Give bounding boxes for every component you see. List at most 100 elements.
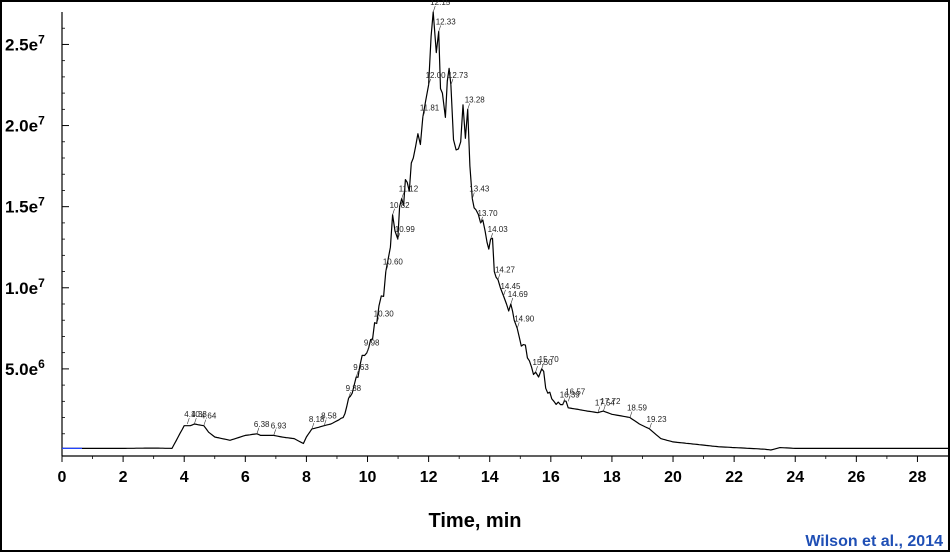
- peak-leader: [562, 398, 566, 405]
- peak-annotations: 4.104.334.64 6.38 6.93 8.188.58 9.38 9.63 9.98…: [184, 0, 668, 436]
- peak-leader: [401, 192, 405, 199]
- x-tick-label: 4: [180, 469, 189, 486]
- x-axis-label: Time, min: [429, 510, 522, 532]
- x-tick-label: 8: [302, 469, 311, 486]
- peak-label: 17.72: [600, 397, 621, 406]
- peak-label: 10.99: [395, 225, 416, 234]
- peak-label: 15.70: [539, 355, 560, 364]
- peak-label: 10.60: [383, 258, 404, 267]
- x-tick-label: 16: [542, 469, 560, 486]
- peak-leader: [603, 404, 606, 412]
- peak-label: 9.63: [353, 363, 369, 372]
- x-tick-label: 10: [359, 469, 377, 486]
- peak-leader: [450, 78, 454, 86]
- y-tick-label: 2.5e7: [5, 32, 45, 54]
- peak-label: 14.45: [500, 282, 521, 291]
- peak-leader: [497, 273, 501, 280]
- chromatogram-trace: [62, 11, 948, 451]
- y-tick-label: 5.0e6: [5, 357, 45, 379]
- plot-area: [62, 11, 948, 451]
- y-axis: 5.0e6 1.0e7 1.5e7 2.0e7 2.5e7: [5, 12, 69, 456]
- peak-label: 10.82: [390, 201, 411, 210]
- peak-leader: [503, 289, 506, 296]
- y-tick-label: 2.0e7: [5, 114, 45, 136]
- peak-leader: [432, 5, 436, 13]
- peak-leader: [480, 216, 483, 223]
- peak-leader: [273, 429, 277, 436]
- peak-leader: [516, 322, 520, 329]
- y-tick-label: 1.5e7: [5, 195, 45, 217]
- peak-leader: [311, 422, 315, 430]
- peak-leader: [535, 366, 538, 373]
- peak-leader: [567, 395, 571, 402]
- peak-label: 14.90: [514, 314, 535, 323]
- peak-leader: [385, 265, 389, 272]
- peak-leader: [428, 78, 431, 86]
- peak-leader: [366, 346, 370, 353]
- peak-label: 12.00: [426, 71, 447, 80]
- x-tick-label: 26: [847, 469, 865, 486]
- peak-leader: [194, 417, 197, 425]
- peak-leader: [422, 111, 426, 118]
- x-tick-label: 6: [241, 469, 250, 486]
- peak-label: 14.69: [508, 290, 529, 299]
- peak-label: 4.64: [201, 412, 217, 421]
- x-tick-label: 0: [58, 469, 67, 486]
- peak-label: 12.15: [430, 0, 451, 7]
- peak-leader: [649, 422, 652, 430]
- peak-label: 6.93: [271, 421, 287, 430]
- peak-leader: [355, 370, 359, 378]
- x-tick-label: 28: [909, 469, 927, 486]
- x-tick-label: 2: [119, 469, 128, 486]
- peak-label: 12.33: [436, 17, 457, 26]
- peak-label: 18.59: [627, 404, 648, 413]
- y-tick-label: 1.0e7: [5, 276, 45, 298]
- peak-leader: [467, 103, 471, 110]
- peak-label: 10.30: [374, 309, 395, 318]
- peak-label: 8.58: [321, 412, 337, 421]
- peak-label: 19.23: [647, 415, 668, 424]
- peak-leader: [541, 362, 544, 369]
- peak-leader: [472, 192, 475, 199]
- peak-leader: [397, 233, 401, 240]
- peak-label: 9.38: [346, 384, 362, 393]
- peak-label: 14.27: [495, 266, 516, 275]
- peak-label: 6.38: [254, 420, 270, 429]
- x-tick-label: 18: [603, 469, 621, 486]
- peak-leader: [203, 419, 207, 426]
- peak-label: 9.98: [364, 339, 380, 348]
- peak-label: 12.73: [448, 71, 469, 80]
- peak-label: 4.10: [184, 410, 200, 419]
- peak-leader: [376, 317, 379, 324]
- x-tick-label: 20: [664, 469, 682, 486]
- peak-leader: [323, 419, 327, 426]
- peak-label: 13.70: [478, 209, 499, 218]
- peak-leader: [490, 233, 493, 240]
- peak-label: 16.57: [565, 387, 586, 396]
- peak-leader: [438, 25, 441, 32]
- x-tick-label: 22: [725, 469, 743, 486]
- x-tick-label: 14: [481, 469, 499, 486]
- peak-label: 11.12: [399, 185, 419, 194]
- x-axis: 0 2 4 6 8 10 12 14 16 18 20 22 24 26 28: [58, 455, 948, 486]
- peak-leader: [597, 406, 601, 413]
- peak-label: 15.50: [533, 358, 554, 367]
- citation-credit: Wilson et al., 2014: [805, 533, 943, 550]
- peak-label: 14.03: [488, 225, 509, 234]
- peak-leader: [256, 427, 260, 434]
- peak-leader: [186, 417, 190, 425]
- peak-leader: [348, 391, 351, 399]
- peak-leader: [629, 411, 633, 418]
- peak-label: 13.28: [465, 95, 486, 104]
- peak-leader: [510, 297, 514, 305]
- x-tick-label: 24: [786, 469, 804, 486]
- peak-label: 4.33: [191, 410, 207, 419]
- peak-label: 17.54: [595, 399, 616, 408]
- peak-label: 13.43: [469, 185, 490, 194]
- peak-label: 8.18: [309, 415, 325, 424]
- x-tick-label: 12: [420, 469, 438, 486]
- peak-leader: [392, 208, 395, 215]
- peak-label: 16.39: [560, 391, 581, 400]
